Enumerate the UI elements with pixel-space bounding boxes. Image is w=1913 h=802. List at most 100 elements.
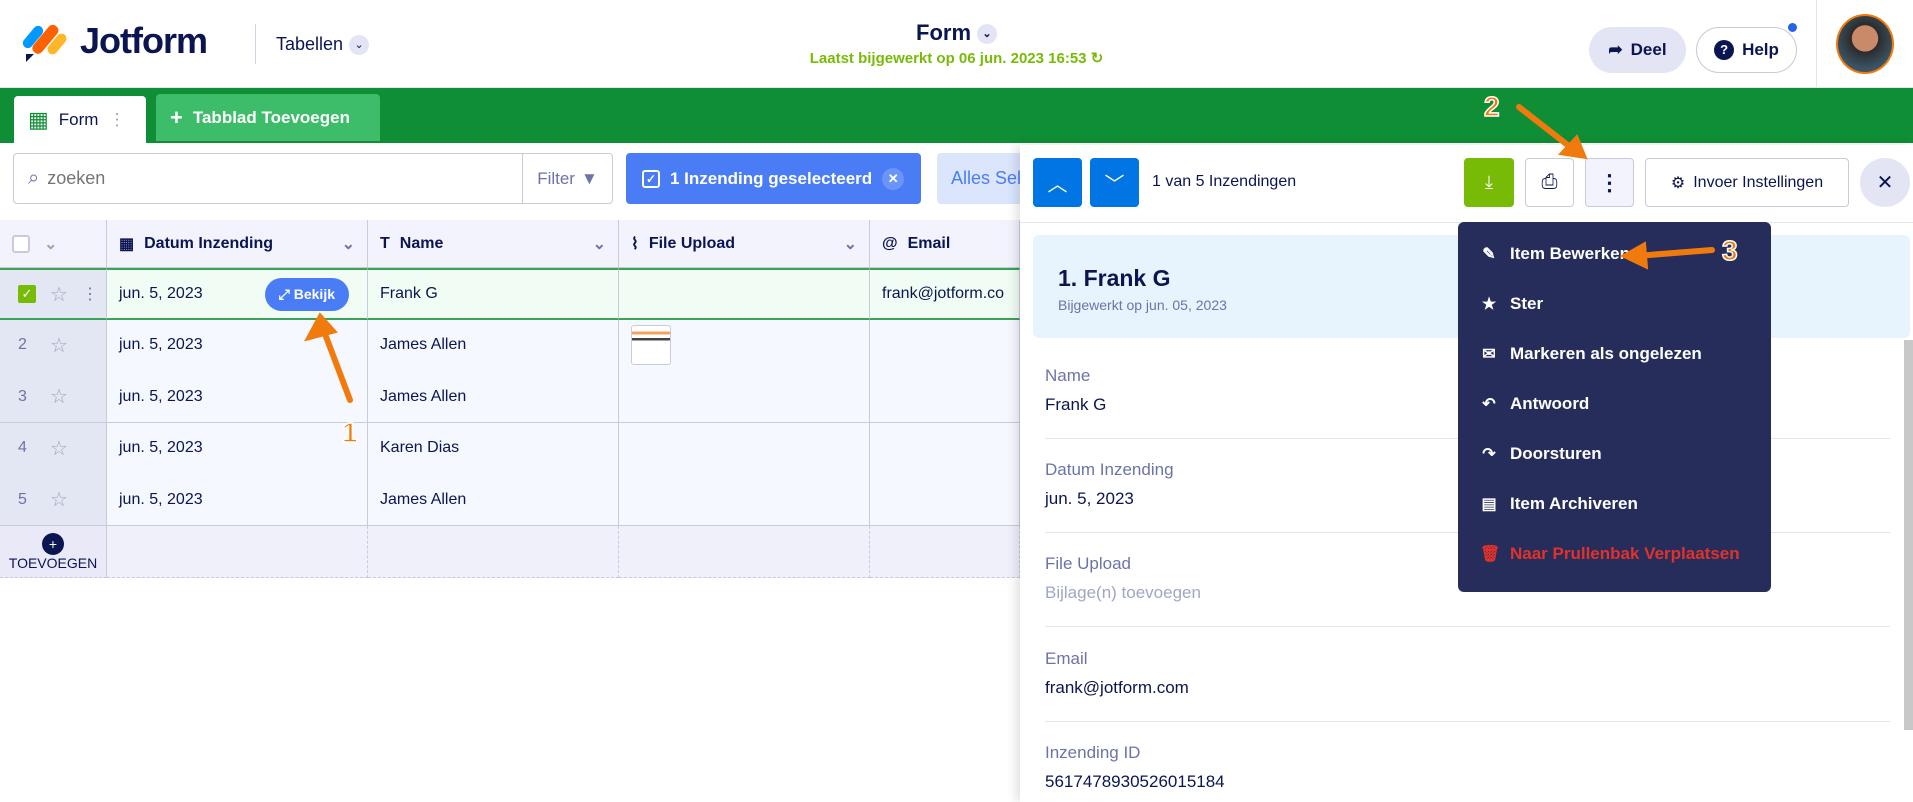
app-switcher[interactable]: Tabellen ⌄ — [255, 24, 370, 64]
file-thumbnail[interactable] — [631, 325, 671, 366]
menu-item[interactable]: ★ Ster — [1480, 294, 1543, 314]
table-cell-date[interactable]: jun. 5, 2023 — [107, 371, 368, 424]
selection-indicator[interactable]: ✓ 1 Inzending geselecteerd ✕ — [626, 153, 921, 204]
chevron-down-icon[interactable]: ⌄ — [341, 235, 355, 253]
more-vertical-icon[interactable]: ⋮ — [108, 109, 126, 129]
paperclip-icon: ⌇ — [631, 235, 639, 253]
column-header-label: Datum Inzending — [144, 234, 274, 252]
search-box: ⌕ Filter▼ — [13, 153, 613, 204]
table-cell-email[interactable]: frank@jotform.co — [870, 268, 1020, 320]
field-value[interactable]: Bijlage(n) toevoegen — [1045, 583, 1201, 602]
field-value: jun. 5, 2023 — [1045, 489, 1134, 508]
chevron-up-icon: ︿ — [1047, 174, 1068, 196]
table-cell-email[interactable] — [870, 371, 1020, 424]
chevron-down-icon[interactable]: ⌄ — [977, 24, 997, 45]
row-number: 3 — [18, 387, 27, 405]
menu-item-label: Naar Prullenbak Verplaatsen — [1510, 544, 1740, 563]
user-avatar[interactable] — [1836, 14, 1894, 74]
field-label: Name — [1045, 366, 1091, 385]
table-cell-date[interactable]: jun. 5, 2023 — [107, 319, 368, 372]
column-header-label: File Upload — [648, 234, 736, 252]
table-cell-email[interactable] — [870, 319, 1020, 372]
table-row-controls: 2 ☆ — [0, 319, 107, 372]
next-submission-button[interactable]: ﹀ — [1090, 158, 1139, 207]
star-icon[interactable]: ☆ — [50, 489, 68, 512]
menu-item[interactable]: ↶ Antwoord — [1480, 394, 1589, 414]
menu-item[interactable]: 🗑 Naar Prullenbak Verplaatsen — [1480, 544, 1740, 564]
table-cell-email[interactable] — [870, 422, 1020, 475]
help-button[interactable]: ? Help — [1696, 27, 1797, 73]
menu-item[interactable]: ↷ Doorsturen — [1480, 444, 1601, 464]
previous-submission-button[interactable]: ︿ — [1033, 158, 1082, 207]
tab-form[interactable]: ▦ Form ⋮ — [14, 96, 146, 143]
share-button[interactable]: ➦ Deel — [1589, 27, 1686, 73]
chevron-down-icon[interactable]: ⌄ — [592, 235, 606, 253]
table-cell-file[interactable] — [619, 422, 870, 475]
edit-icon: ✎ — [1482, 246, 1496, 263]
star-icon[interactable]: ☆ — [50, 334, 68, 357]
brand-name: Jotform — [80, 20, 208, 61]
entry-settings-label: Invoer Instellingen — [1693, 173, 1824, 191]
table-cell-name[interactable]: Frank G — [368, 268, 619, 320]
table-cell-file[interactable] — [619, 319, 870, 372]
table-cell-name[interactable]: James Allen — [368, 474, 619, 527]
more-options-button[interactable]: ⋮ — [1585, 158, 1634, 207]
table-cell-name[interactable]: James Allen — [368, 371, 619, 424]
table-cell-file[interactable] — [619, 371, 870, 424]
column-header[interactable]: ▦ Datum Inzending ⌄ — [107, 220, 368, 268]
divider — [1045, 721, 1890, 722]
cell-text: James Allen — [380, 336, 467, 354]
star-icon[interactable]: ☆ — [50, 437, 68, 460]
menu-item[interactable]: ▤ Item Archiveren — [1480, 494, 1638, 514]
table-grid-icon: ▦ — [28, 106, 49, 132]
star-icon[interactable]: ☆ — [50, 283, 68, 306]
row-number: 5 — [18, 490, 27, 508]
column-header[interactable]: @ Email — [870, 220, 1020, 268]
table-cell-name[interactable]: James Allen — [368, 319, 619, 372]
table-cell-name[interactable]: Karen Dias — [368, 422, 619, 475]
column-header[interactable]: T Name ⌄ — [368, 220, 619, 268]
notification-dot — [1788, 23, 1797, 32]
add-tab-button[interactable]: + Tabblad Toevoegen — [156, 94, 380, 141]
submission-counter: 1 van 5 Inzendingen — [1152, 173, 1297, 190]
table-cell-email[interactable] — [870, 474, 1020, 527]
table-cell-date[interactable]: jun. 5, 2023 — [107, 474, 368, 527]
panel-scrollbar[interactable] — [1904, 340, 1913, 730]
top-header: Jotform Tabellen ⌄ Form ⌄ Laatst bijgewerk… — [0, 0, 1913, 88]
clear-selection-icon[interactable]: ✕ — [882, 167, 905, 190]
table-cell-date[interactable]: jun. 5, 2023 ⤢ Bekijk — [107, 268, 368, 320]
entry-settings-button[interactable]: ⚙ Invoer Instellingen — [1645, 158, 1849, 207]
search-input[interactable] — [47, 168, 498, 189]
more-vertical-icon[interactable]: ⋮ — [81, 286, 98, 303]
tab-form-label: Form — [58, 109, 99, 129]
row-checkbox[interactable]: ✓ — [18, 285, 36, 303]
select-all-checkbox[interactable] — [12, 234, 30, 253]
chevron-down-icon[interactable]: ⌄ — [44, 235, 58, 253]
view-button[interactable]: ⤢ Bekijk — [264, 277, 349, 311]
filter-icon: ▼ — [580, 168, 598, 188]
row-number: 2 — [18, 336, 27, 354]
menu-item[interactable]: ✎ Item Bewerken — [1480, 244, 1630, 264]
download-button[interactable]: ⤓ — [1464, 158, 1514, 207]
table-cell-date[interactable]: jun. 5, 2023 — [107, 422, 368, 475]
plus-circle-icon: + — [42, 532, 64, 555]
refresh-icon[interactable]: ↻ — [1090, 50, 1104, 67]
add-row-button[interactable]: + TOEVOEGEN — [0, 526, 107, 578]
table-cell-file[interactable] — [619, 474, 870, 527]
chevron-down-icon[interactable]: ⌄ — [843, 235, 857, 253]
menu-item-label: Markeren als ongelezen — [1510, 344, 1702, 363]
share-icon: ➦ — [1608, 40, 1623, 59]
print-button[interactable]: ⎙ — [1525, 158, 1574, 207]
star-icon[interactable]: ☆ — [50, 386, 68, 409]
close-icon: ✕ — [1876, 172, 1894, 194]
form-title[interactable]: Form ⌄ — [0, 20, 1913, 46]
column-header[interactable]: ⌇ File Upload ⌄ — [619, 220, 870, 268]
menu-item-label: Item Archiveren — [1510, 494, 1638, 513]
expand-icon: ⤢ — [278, 285, 290, 302]
add-tab-label: Tabblad Toevoegen — [192, 107, 350, 127]
filter-button[interactable]: Filter ▼ — [522, 154, 612, 203]
close-panel-button[interactable]: ✕ — [1860, 158, 1910, 207]
forward-icon: ↷ — [1482, 446, 1496, 463]
table-cell-file[interactable] — [619, 268, 870, 320]
menu-item[interactable]: ✉ Markeren als ongelezen — [1480, 344, 1702, 364]
